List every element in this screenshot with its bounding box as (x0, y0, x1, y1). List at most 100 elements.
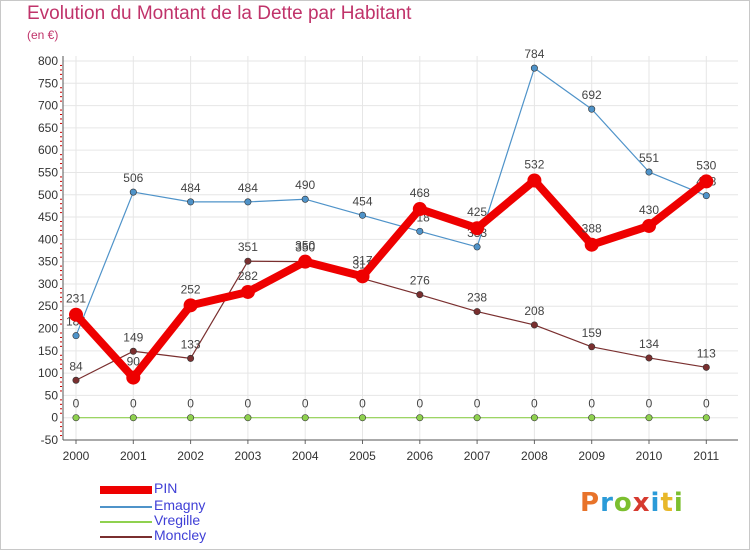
data-point-emagny (301, 195, 309, 203)
data-label-pin: 317 (352, 253, 372, 267)
y-tick-label: 750 (38, 76, 58, 90)
y-minor-tick (60, 345, 62, 347)
data-point-pin (642, 218, 656, 233)
data-point-moncley (473, 308, 481, 316)
data-label-vregille: 0 (73, 397, 80, 411)
chart-unit-label: (en €) (27, 28, 59, 42)
data-label-emagny: 484 (238, 181, 258, 195)
data-point-moncley (129, 347, 137, 355)
data-label-emagny: 692 (582, 88, 602, 102)
logo-letter: t (660, 488, 674, 518)
y-minor-tick (60, 354, 62, 356)
data-label-vregille: 0 (130, 397, 137, 411)
y-minor-tick (60, 163, 62, 165)
data-label-vregille: 0 (302, 397, 309, 411)
data-label-moncley: 84 (69, 359, 83, 373)
x-tick-label: 2010 (636, 449, 663, 463)
y-minor-tick (60, 256, 62, 258)
data-label-pin: 350 (295, 239, 315, 253)
y-minor-tick (60, 167, 62, 169)
data-label-emagny: 551 (639, 151, 659, 165)
data-point-vregille (530, 414, 538, 422)
data-label-vregille: 0 (531, 397, 538, 411)
y-minor-tick (60, 114, 62, 116)
data-label-pin: 282 (238, 269, 258, 283)
data-point-pin (355, 269, 370, 284)
y-minor-tick (60, 229, 62, 231)
data-label-vregille: 0 (187, 397, 194, 411)
data-point-emagny (244, 198, 252, 206)
y-minor-tick (60, 78, 62, 80)
y-minor-tick (60, 154, 62, 156)
y-minor-tick (60, 314, 62, 316)
series-line-moncley (75, 260, 707, 381)
y-minor-tick (60, 301, 62, 303)
y-minor-tick (60, 426, 62, 428)
data-point-vregille (301, 414, 309, 422)
y-minor-tick (60, 100, 62, 102)
x-tick-label: 2006 (406, 449, 433, 463)
y-minor-tick (60, 212, 62, 214)
y-minor-tick (60, 381, 62, 383)
y-minor-tick (60, 368, 62, 370)
y-minor-tick (60, 136, 62, 138)
y-minor-tick (60, 296, 62, 298)
y-minor-tick (60, 287, 62, 289)
data-point-emagny (473, 243, 481, 251)
data-label-moncley: 149 (123, 330, 143, 344)
data-point-emagny (358, 211, 366, 219)
legend-label-pin: PIN (154, 480, 178, 496)
y-minor-tick (60, 158, 62, 160)
data-label-vregille: 0 (588, 397, 595, 411)
legend-swatch-moncley (100, 536, 152, 538)
data-label-vregille: 0 (416, 397, 423, 411)
y-minor-tick (60, 278, 62, 280)
data-point-vregille (72, 414, 80, 422)
y-minor-tick (60, 435, 62, 437)
data-label-emagny: 490 (295, 178, 315, 192)
y-minor-tick (60, 274, 62, 276)
y-minor-tick (60, 180, 62, 182)
y-minor-tick (60, 118, 62, 120)
data-point-pin (584, 237, 599, 252)
y-minor-tick (60, 234, 62, 236)
data-label-moncley: 208 (524, 304, 544, 318)
y-minor-tick (60, 91, 62, 93)
legend-swatch-pin (100, 486, 152, 494)
y-minor-tick (60, 73, 62, 75)
data-label-moncley: 159 (582, 326, 602, 340)
x-tick-label: 2011 (693, 449, 719, 463)
y-minor-tick (60, 377, 62, 379)
data-point-vregille (244, 414, 252, 422)
data-point-vregille (702, 414, 710, 422)
y-minor-tick (60, 412, 62, 414)
y-tick-label: 550 (38, 165, 58, 179)
y-minor-tick (60, 203, 62, 205)
data-point-vregille (416, 414, 424, 422)
data-point-emagny (702, 192, 710, 200)
data-point-moncley (645, 354, 653, 362)
y-minor-tick (60, 176, 62, 178)
data-label-emagny: 506 (123, 171, 143, 185)
y-tick-label: 500 (38, 188, 58, 202)
logo-letter: i (650, 488, 661, 518)
y-tick-label: 300 (38, 277, 58, 291)
y-minor-tick (60, 247, 62, 249)
legend-swatch-vregille (100, 521, 152, 523)
data-point-vregille (358, 414, 366, 422)
data-point-pin (183, 298, 198, 313)
y-minor-tick (60, 403, 62, 405)
x-tick-label: 2007 (464, 449, 491, 463)
y-minor-tick (60, 69, 62, 71)
y-minor-tick (60, 189, 62, 191)
data-point-pin (298, 254, 313, 269)
y-minor-tick (60, 221, 62, 223)
data-label-pin: 425 (467, 205, 487, 219)
y-minor-tick (60, 185, 62, 187)
y-tick-label: 350 (38, 255, 58, 269)
y-tick-label: -50 (41, 433, 59, 447)
logo-letter: x (632, 488, 651, 518)
y-minor-tick (60, 145, 62, 147)
y-minor-tick (60, 265, 62, 267)
